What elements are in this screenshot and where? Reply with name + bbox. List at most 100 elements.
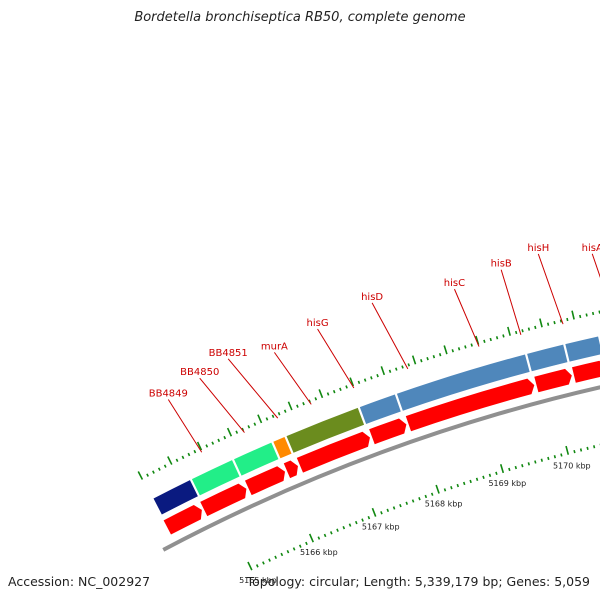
- ruler-tick: [342, 525, 346, 530]
- outer-tick: [152, 470, 155, 474]
- outer-tick: [380, 366, 386, 376]
- ruler-tick: [534, 460, 537, 464]
- outer-tick: [332, 389, 336, 394]
- ruler-tick: [475, 477, 479, 482]
- map-title: Bordetella bronchiseptica RB50, complete…: [134, 10, 466, 25]
- ruler-tick: [348, 523, 352, 527]
- outer-tick: [438, 353, 442, 357]
- ruler-tick: [499, 463, 505, 474]
- backbone-track: [162, 385, 600, 552]
- ruler-tick: [262, 561, 265, 565]
- kbp-label: 5168 kbp: [425, 500, 463, 509]
- cds-arrow: [405, 378, 535, 432]
- outer-tick: [287, 401, 293, 411]
- outer-tick: [566, 317, 569, 322]
- ruler-tick: [418, 497, 421, 501]
- backbone-line: [162, 385, 600, 552]
- cog-segment: [565, 336, 600, 362]
- outer-tick: [483, 339, 486, 343]
- outer-tick: [376, 373, 379, 378]
- ruler-tick: [371, 507, 377, 517]
- ruler-tick: [469, 479, 472, 484]
- outer-tick: [277, 412, 281, 416]
- ruler-tick: [579, 448, 583, 452]
- outer-tick: [388, 369, 392, 373]
- label-leader: [317, 328, 355, 389]
- outer-tick: [223, 435, 227, 440]
- ruler-tick: [456, 483, 460, 488]
- outer-tick: [579, 314, 582, 319]
- ruler-tick: [323, 533, 327, 538]
- outer-tick: [411, 355, 417, 365]
- outer-tick: [464, 345, 467, 349]
- outer-tick: [226, 427, 233, 437]
- ruler-tick: [386, 508, 390, 513]
- kbp-label: 5169 kbp: [488, 479, 526, 488]
- ruler-tick: [527, 462, 530, 466]
- outer-tick: [363, 378, 367, 382]
- outer-tick: [470, 343, 473, 347]
- outer-tick: [271, 414, 275, 419]
- ruler-tick: [380, 511, 383, 515]
- ruler-tick: [329, 531, 333, 535]
- ruler-tick: [462, 481, 466, 486]
- outer-tick: [181, 455, 185, 460]
- ruler-tick: [268, 558, 271, 562]
- ruler-tick: [560, 453, 563, 457]
- outer-tick: [211, 441, 215, 445]
- gene-label: hisA: [582, 243, 600, 254]
- cog-segment: [286, 407, 365, 453]
- gene-label: hisB: [491, 259, 512, 270]
- ruler-tick: [354, 520, 358, 525]
- ruler-tick: [565, 445, 570, 455]
- ruler-tick: [274, 555, 278, 559]
- cog-segment: [191, 460, 240, 496]
- cog-track: [153, 336, 600, 515]
- ruler-tick: [593, 445, 596, 449]
- ruler-tick: [495, 471, 498, 476]
- ruler-tick: [482, 475, 485, 479]
- outer-tick: [253, 422, 257, 426]
- outer-tick: [553, 320, 556, 325]
- outer-tick: [559, 319, 563, 323]
- ruler-tick: [367, 515, 371, 520]
- cds-arrow: [534, 368, 572, 393]
- cds-arrow: [572, 360, 600, 383]
- ruler-tick: [540, 458, 543, 462]
- kbp-label: 5167 kbp: [362, 523, 400, 532]
- cds-arrow: [244, 466, 285, 496]
- cog-segment: [273, 436, 292, 459]
- outer-tick: [507, 326, 511, 336]
- ruler-tick: [586, 446, 589, 450]
- ruler-tick: [280, 552, 284, 557]
- cog-segment: [153, 480, 198, 515]
- ruler-tick: [292, 547, 296, 551]
- cog-segment: [359, 394, 401, 424]
- kbp-label: 5166 kbp: [300, 548, 338, 557]
- outer-tick: [521, 329, 524, 333]
- outer-tick: [495, 336, 499, 340]
- gene-label: BB4850: [180, 367, 219, 378]
- outer-tick: [314, 397, 318, 401]
- gene-label: hisC: [444, 278, 465, 289]
- ruler-tick: [308, 533, 314, 543]
- outer-tick: [146, 473, 149, 477]
- gene-label: hisH: [527, 243, 549, 254]
- gene-labels: BB4849 BB4850 BB4851 murA hisG hisD hisC hisB hi…: [149, 243, 600, 453]
- outer-tick: [395, 367, 398, 371]
- gene-label: murA: [261, 341, 288, 352]
- outer-tick: [326, 392, 330, 396]
- outer-tick: [265, 417, 269, 421]
- outer-tick: [163, 464, 167, 468]
- outer-tick: [534, 325, 537, 330]
- outer-tick: [420, 359, 423, 363]
- ruler-tick: [430, 492, 434, 496]
- ruler-tick: [553, 455, 557, 459]
- accession-text: Accession: NC_002927: [8, 574, 151, 589]
- cds-arrow: [369, 418, 407, 445]
- ruler-tick: [508, 467, 511, 472]
- ruler-tick: [361, 518, 364, 522]
- outer-tick: [443, 345, 448, 355]
- outer-tick: [345, 385, 348, 389]
- ruler-tick: [286, 549, 290, 554]
